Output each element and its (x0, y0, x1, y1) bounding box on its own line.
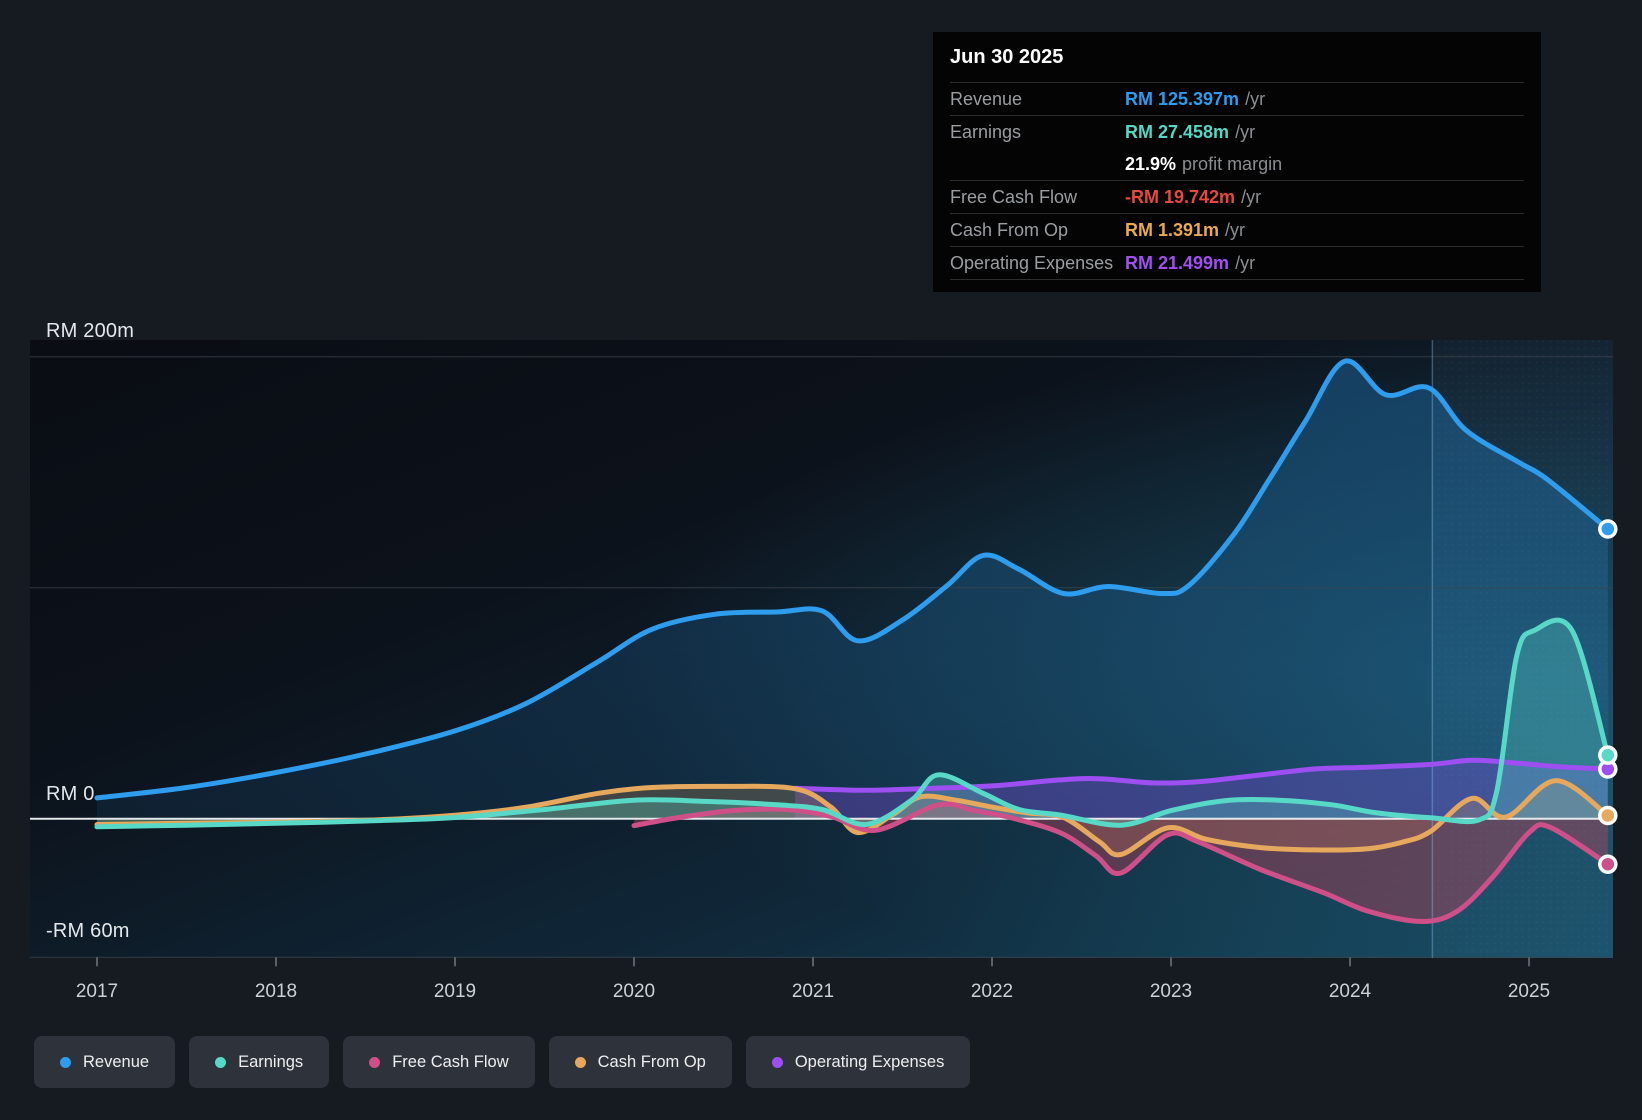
tooltip-row-free-cash-flow: Free Cash Flow -RM 19.742m /yr (950, 181, 1524, 214)
data-tooltip: Jun 30 2025 Revenue RM 125.397m /yr Earn… (933, 32, 1541, 292)
tooltip-suffix: /yr (1241, 186, 1262, 207)
series-area-fills (97, 360, 1608, 922)
x-axis-label-2017: 2017 (75, 981, 119, 1002)
tooltip-value: -RM 19.742m (1125, 186, 1236, 207)
x-axis-label-2022: 2022 (970, 981, 1014, 1002)
tooltip-suffix: /yr (1245, 88, 1266, 109)
legend-label: Free Cash Flow (392, 1052, 509, 1071)
y-axis-label-200m: RM 200m (46, 320, 135, 342)
legend-item-revenue[interactable]: Revenue (34, 1036, 176, 1088)
tooltip-suffix: /yr (1235, 121, 1256, 142)
tooltip-row-profit-margin: 21.9% profit margin (950, 148, 1524, 181)
y-axis-label-0: RM 0 (46, 783, 95, 805)
series-end-markers (1598, 519, 1618, 874)
legend-label: Operating Expenses (794, 1052, 945, 1071)
x-axis-label-2025: 2025 (1507, 981, 1551, 1002)
chart-svg[interactable] (30, 340, 1618, 967)
x-axis-tick-marks (96, 957, 1531, 967)
tooltip-value: 21.9% (1125, 153, 1177, 174)
legend-label: Cash From Op (597, 1052, 706, 1071)
legend-item-operating-expenses[interactable]: Operating Expenses (745, 1036, 971, 1088)
tooltip-label: Operating Expenses (950, 252, 1114, 273)
x-axis-label-2023: 2023 (1149, 981, 1193, 1002)
tooltip-value: RM 125.397m (1125, 88, 1240, 109)
tooltip-row-operating-expenses: Operating Expenses RM 21.499m /yr (950, 247, 1524, 280)
tooltip-label: Free Cash Flow (950, 186, 1078, 207)
legend-label: Revenue (83, 1052, 150, 1071)
chart-legend: Revenue Earnings Free Cash Flow Cash Fro… (34, 1036, 971, 1088)
x-axis-label-2020: 2020 (612, 981, 656, 1002)
tooltip-label: Cash From Op (950, 219, 1069, 240)
tooltip-label: Revenue (950, 88, 1023, 109)
tooltip-date: Jun 30 2025 (950, 32, 1524, 83)
x-axis-label-2024: 2024 (1328, 981, 1372, 1002)
tooltip-value: RM 27.458m (1125, 121, 1230, 142)
tooltip-row-cash-from-op: Cash From Op RM 1.391m /yr (950, 214, 1524, 247)
free-cash-flow-legend-dot-icon (369, 1056, 381, 1068)
tooltip-row-earnings: Earnings RM 27.458m /yr (950, 116, 1524, 148)
tooltip-suffix: /yr (1225, 219, 1246, 240)
legend-item-earnings[interactable]: Earnings (189, 1036, 330, 1088)
legend-item-free-cash-flow[interactable]: Free Cash Flow (343, 1036, 535, 1088)
tooltip-value: RM 1.391m (1125, 219, 1220, 240)
tooltip-value: RM 21.499m (1125, 252, 1230, 273)
legend-label: Earnings (238, 1052, 304, 1071)
earnings-legend-dot-icon (215, 1056, 227, 1068)
tooltip-suffix: profit margin (1182, 153, 1283, 174)
operating-expenses-legend-dot-icon (771, 1056, 783, 1068)
tooltip-suffix: /yr (1235, 252, 1256, 273)
revenue-legend-dot-icon (60, 1056, 71, 1068)
x-axis-label-2019: 2019 (433, 981, 477, 1002)
y-axis-label-neg60m: -RM 60m (46, 920, 130, 942)
tooltip-label: Earnings (950, 121, 1022, 142)
legend-item-cash-from-op[interactable]: Cash From Op (548, 1036, 732, 1088)
cash-from-op-legend-dot-icon (574, 1056, 586, 1068)
x-axis-label-2021: 2021 (791, 981, 835, 1002)
tooltip-row-revenue: Revenue RM 125.397m /yr (950, 83, 1524, 116)
x-axis-label-2018: 2018 (254, 981, 298, 1002)
chart-plot-area[interactable] (30, 340, 1618, 967)
series-lines (94, 358, 1611, 924)
